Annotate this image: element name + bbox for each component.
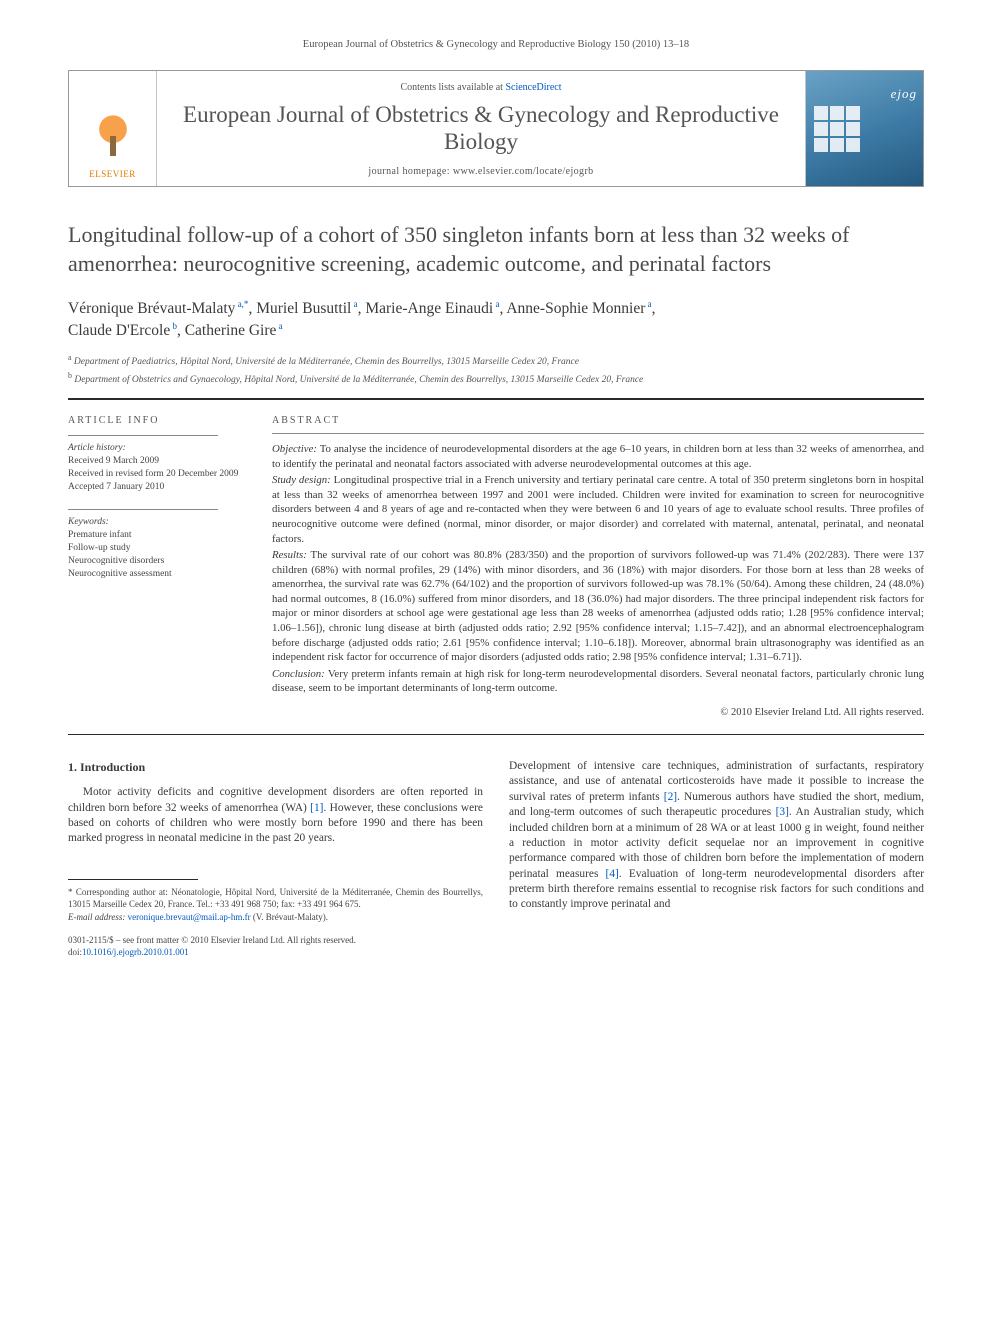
article-title: Longitudinal follow-up of a cohort of 35… xyxy=(68,221,924,277)
author: Véronique Brévaut-Malaty xyxy=(68,300,235,317)
email-who: (V. Brévaut-Malaty). xyxy=(251,912,328,922)
abstract-column: ABSTRACT Objective: To analyse the incid… xyxy=(258,400,924,720)
journal-name: European Journal of Obstetrics & Gynecol… xyxy=(165,101,797,155)
cover-grid-icon xyxy=(814,106,860,152)
sciencedirect-link[interactable]: ScienceDirect xyxy=(505,82,561,93)
abstract-objective: Objective: To analyse the incidence of n… xyxy=(272,442,924,471)
footnote-separator xyxy=(68,879,198,880)
cover-abbrev: ejog xyxy=(891,85,917,103)
author-mark: a xyxy=(276,321,282,331)
running-header: European Journal of Obstetrics & Gynecol… xyxy=(68,38,924,52)
abstract-design: Study design: Longitudinal prospective t… xyxy=(272,473,924,546)
elsevier-tree-icon xyxy=(84,106,142,164)
doi-label: doi: xyxy=(68,947,82,957)
rule xyxy=(68,734,924,735)
author: Marie-Ange Einaudi xyxy=(365,300,493,317)
front-matter-line: 0301-2115/$ – see front matter © 2010 El… xyxy=(68,934,483,958)
corresponding-footnote: * Corresponding author at: Néonatologie,… xyxy=(68,886,483,924)
keyword: Premature infant xyxy=(68,529,244,542)
keyword: Neurocognitive disorders xyxy=(68,555,244,568)
email-label: E-mail address: xyxy=(68,912,125,922)
affiliations: a Department of Paediatrics, Hôpital Nor… xyxy=(68,352,924,388)
abstract-conclusion: Conclusion: Very preterm infants remain … xyxy=(272,667,924,696)
email-link[interactable]: veronique.brevaut@mail.ap-hm.fr xyxy=(128,912,251,922)
intro-para-1: Motor activity deficits and cognitive de… xyxy=(68,785,483,847)
author: Catherine Gire xyxy=(185,322,277,339)
citation-link[interactable]: [4] xyxy=(606,868,619,880)
author: Muriel Busuttil xyxy=(256,300,351,317)
section-heading-intro: 1. Introduction xyxy=(68,759,483,775)
keywords-label: Keywords: xyxy=(68,516,244,529)
journal-cover-thumb: ejog xyxy=(805,71,923,186)
doi-link[interactable]: 10.1016/j.ejogrb.2010.01.001 xyxy=(82,947,189,957)
body-two-column: 1. Introduction Motor activity deficits … xyxy=(68,759,924,958)
info-abstract-row: ARTICLE INFO Article history: Received 9… xyxy=(68,399,924,720)
citation-link[interactable]: [3] xyxy=(776,806,789,818)
keywords-block: Keywords: Premature infant Follow-up stu… xyxy=(68,516,244,580)
author-mark: a,* xyxy=(235,299,248,309)
issn-line: 0301-2115/$ – see front matter © 2010 El… xyxy=(68,934,483,946)
affiliation-a: Department of Paediatrics, Hôpital Nord,… xyxy=(74,357,579,367)
contents-line: Contents lists available at ScienceDirec… xyxy=(165,81,797,95)
abstract-heading: ABSTRACT xyxy=(272,414,924,428)
author-mark: a xyxy=(493,299,499,309)
corr-author-text: * Corresponding author at: Néonatologie,… xyxy=(68,886,483,911)
article-history: Article history: Received 9 March 2009 R… xyxy=(68,442,244,493)
copyright-line: © 2010 Elsevier Ireland Ltd. All rights … xyxy=(272,706,924,720)
history-label: Article history: xyxy=(68,442,244,455)
intro-para-2: Development of intensive care techniques… xyxy=(509,759,924,913)
authors-line: Véronique Brévaut-Malaty a,*, Muriel Bus… xyxy=(68,298,924,342)
publisher-logo-panel: ELSEVIER xyxy=(69,71,157,186)
masthead: ELSEVIER Contents lists available at Sci… xyxy=(68,70,924,187)
author-mark: a xyxy=(645,299,651,309)
author: Anne-Sophie Monnier xyxy=(506,300,645,317)
history-received: Received 9 March 2009 xyxy=(68,455,244,468)
author-mark: a xyxy=(351,299,357,309)
citation-link[interactable]: [1] xyxy=(310,802,323,814)
history-revised: Received in revised form 20 December 200… xyxy=(68,468,244,481)
article-info-heading: ARTICLE INFO xyxy=(68,414,244,428)
abstract-results: Results: The survival rate of our cohort… xyxy=(272,548,924,665)
keyword: Follow-up study xyxy=(68,542,244,555)
contents-line-text: Contents lists available at xyxy=(400,82,505,93)
masthead-center: Contents lists available at ScienceDirec… xyxy=(157,71,805,186)
citation-link[interactable]: [2] xyxy=(664,791,677,803)
history-accepted: Accepted 7 January 2010 xyxy=(68,481,244,494)
affiliation-b: Department of Obstetrics and Gynaecology… xyxy=(74,375,643,385)
article-info-column: ARTICLE INFO Article history: Received 9… xyxy=(68,400,258,720)
author-mark: b xyxy=(170,321,177,331)
keyword: Neurocognitive assessment xyxy=(68,568,244,581)
publisher-name: ELSEVIER xyxy=(75,168,150,180)
author: Claude D'Ercole xyxy=(68,322,170,339)
journal-homepage: journal homepage: www.elsevier.com/locat… xyxy=(165,165,797,179)
